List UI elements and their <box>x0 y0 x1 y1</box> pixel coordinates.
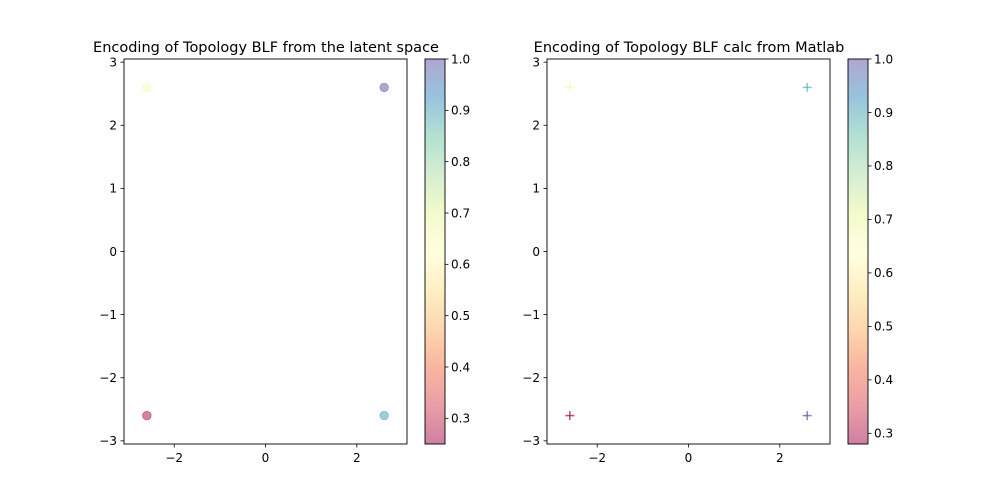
colorbar-frame <box>847 58 869 445</box>
chart-panel-latent-space: Encoding of Topology BLF from the latent… <box>93 40 470 465</box>
x-tick-label: −2 <box>165 451 183 465</box>
y-tick-label: 2 <box>109 119 117 133</box>
colorbar-tick-label: 0.8 <box>451 155 470 169</box>
y-tick-label: −1 <box>522 308 540 322</box>
colorbar-tick-label: 0.3 <box>451 412 470 426</box>
x-tick-label: −2 <box>588 451 606 465</box>
y-tick-label: −3 <box>99 434 117 448</box>
colorbar-tick-label: 0.9 <box>874 106 893 120</box>
colorbar-tick-label: 0.6 <box>451 258 470 272</box>
colorbar-tick-label: 0.5 <box>451 309 470 323</box>
colorbar-tick-label: 0.7 <box>874 213 893 227</box>
y-tick-label: −2 <box>99 371 117 385</box>
data-point <box>802 411 812 421</box>
data-point <box>565 411 575 421</box>
data-point <box>379 82 389 93</box>
x-tick-label: 2 <box>353 451 361 465</box>
colorbar: 0.3 0.4 0.5 0.6 0.7 0.8 0.9 1.0 <box>424 52 470 445</box>
colorbar-tick-label: 0.9 <box>451 104 470 118</box>
y-tick-label: 1 <box>109 182 117 196</box>
scatter-points <box>565 82 812 421</box>
y-tick-label: 2 <box>532 119 540 133</box>
colorbar-gradient <box>425 59 445 444</box>
y-tick-label: 0 <box>109 245 117 259</box>
colorbar-tick-label: 0.8 <box>874 159 893 173</box>
chart-title: Encoding of Topology BLF from the latent… <box>93 40 439 56</box>
plot-area <box>123 58 408 445</box>
scatter-points <box>142 82 389 421</box>
colorbar: 0.3 0.4 0.5 0.6 0.7 0.8 0.9 1.0 <box>847 52 893 445</box>
y-tick-label: 3 <box>109 55 117 69</box>
plot-area <box>546 58 831 445</box>
colorbar-tick-label: 0.5 <box>874 320 893 334</box>
colorbar-tick-label: 0.4 <box>451 360 470 374</box>
colorbar-tick-label: 0.3 <box>874 427 893 441</box>
colorbar-frame <box>424 58 446 445</box>
colorbar-tick-label: 1.0 <box>874 52 893 66</box>
y-tick-label: 0 <box>532 245 540 259</box>
colorbar-tick-label: 0.4 <box>874 373 893 387</box>
data-point <box>142 82 152 93</box>
y-tick-label: −2 <box>522 371 540 385</box>
colorbar-tick-label: 0.7 <box>451 206 470 220</box>
x-tick-label: 2 <box>776 451 784 465</box>
y-tick-label: −3 <box>522 434 540 448</box>
data-point <box>142 410 152 421</box>
y-tick-label: 3 <box>532 55 540 69</box>
data-point <box>565 82 575 92</box>
y-tick-label: 1 <box>532 182 540 196</box>
data-point <box>802 82 812 92</box>
colorbar-gradient <box>848 59 868 444</box>
chart-title: Encoding of Topology BLF calc from Matla… <box>534 40 845 56</box>
colorbar-tick-label: 0.6 <box>874 266 893 280</box>
colorbar-tick-label: 1.0 <box>451 52 470 66</box>
x-tick-label: 0 <box>685 451 693 465</box>
chart-panel-matlab: Encoding of Topology BLF calc from Matla… <box>522 40 893 465</box>
x-tick-label: 0 <box>262 451 270 465</box>
y-tick-label: −1 <box>99 308 117 322</box>
data-point <box>379 410 389 421</box>
